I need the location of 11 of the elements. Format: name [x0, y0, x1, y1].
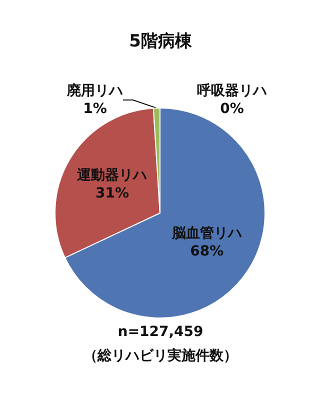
data-label: 31%	[95, 186, 129, 202]
slice-label: 廃用リハ	[66, 82, 123, 99]
category-label: 呼吸器リハ	[197, 83, 267, 99]
text: 0%	[220, 101, 244, 117]
data-label: 68%	[190, 244, 224, 260]
chart-title: 5階病棟	[129, 32, 193, 52]
slice-label: 脳血管リハ	[170, 226, 242, 242]
text: n=127,459	[118, 324, 204, 340]
data-label: 1%	[83, 101, 107, 117]
slice-label: 運動器リハ	[76, 168, 148, 184]
text: （総リハビリ実施件数）	[84, 347, 238, 364]
